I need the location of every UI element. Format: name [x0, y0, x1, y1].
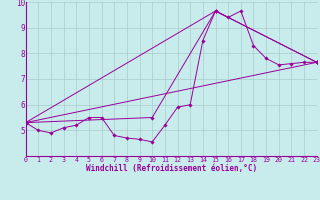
- X-axis label: Windchill (Refroidissement éolien,°C): Windchill (Refroidissement éolien,°C): [86, 164, 257, 173]
